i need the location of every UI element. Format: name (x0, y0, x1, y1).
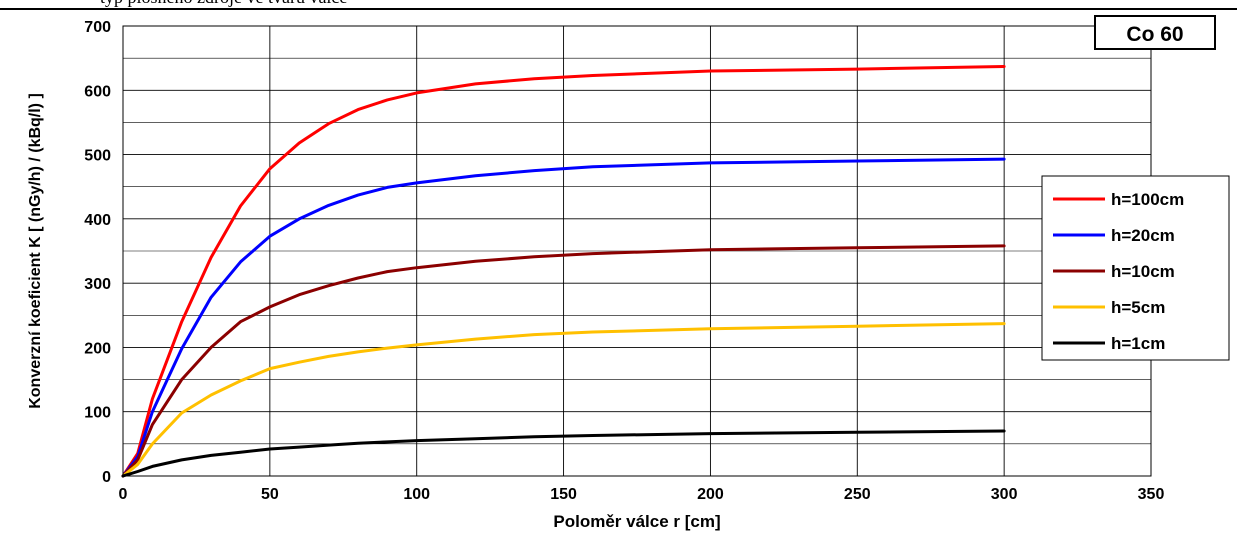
y-tick-label: 700 (84, 19, 111, 36)
legend-label: h=20cm (1111, 226, 1175, 245)
x-tick-label: 300 (991, 486, 1018, 503)
y-tick-label: 200 (84, 340, 111, 357)
legend-label: h=100cm (1111, 190, 1184, 209)
x-tick-label: 50 (261, 486, 279, 503)
series-line-h-1cm (121, 429, 1006, 478)
x-tick-label: 100 (403, 486, 430, 503)
x-tick-label: 200 (697, 486, 724, 503)
annotation-box: Co 60 (1094, 15, 1216, 50)
y-tick-label: 100 (84, 405, 111, 422)
series-lines (121, 65, 1006, 478)
series-line-h-5cm (121, 322, 1006, 478)
series-line-h-10cm (121, 244, 1006, 478)
x-tick-label: 250 (844, 486, 871, 503)
y-tick-label: 500 (84, 148, 111, 165)
x-tick-label: 350 (1138, 486, 1165, 503)
page-heading-fragment: typ plošného zdroje ve tvaru válce (100, 0, 347, 8)
legend-label: h=5cm (1111, 298, 1165, 317)
x-tick-labels: 0 50 100 150 200 250 300 350 (119, 486, 1165, 503)
y-tick-label: 400 (84, 212, 111, 229)
y-tick-label: 0 (102, 469, 111, 486)
x-tick-label: 150 (550, 486, 577, 503)
legend: h=100cm h=20cm h=10cm h=5cm h=1cm (1041, 175, 1230, 361)
top-rule (0, 8, 1237, 10)
x-axis-label: Poloměr válce r [cm] (553, 512, 720, 531)
annotation-label: Co 60 (1126, 23, 1183, 46)
y-tick-label: 300 (84, 276, 111, 293)
legend-label: h=10cm (1111, 262, 1175, 281)
y-tick-labels: 0 100 200 300 400 500 600 700 (84, 19, 111, 486)
series-line-h-100cm (121, 65, 1006, 478)
legend-frame (1041, 175, 1230, 361)
legend-label: h=1cm (1111, 334, 1165, 353)
series-line-h-20cm (121, 157, 1006, 478)
y-axis-label: Konverzní koeficient K [ (nGy/h) / (kBq/… (27, 93, 44, 409)
y-tick-label: 600 (84, 83, 111, 100)
x-tick-label: 0 (119, 486, 128, 503)
